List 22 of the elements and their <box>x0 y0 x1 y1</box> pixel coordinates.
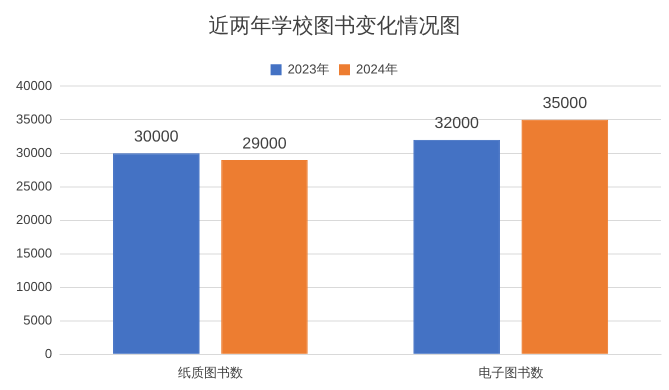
data-label: 32000 <box>434 115 480 132</box>
y-tick-label: 35000 <box>16 111 52 126</box>
chart-title: 近两年学校图书变化情况图 <box>208 14 460 38</box>
legend-label: 2023年 <box>288 61 330 76</box>
y-tick-label: 15000 <box>16 245 52 260</box>
y-tick-label: 20000 <box>16 212 52 227</box>
data-label: 35000 <box>542 95 588 112</box>
x-tick-label: 电子图书数 <box>478 364 544 380</box>
bar <box>522 120 608 354</box>
data-label: 30000 <box>134 128 179 146</box>
y-tick-label: 25000 <box>16 178 52 194</box>
y-tick-label: 10000 <box>16 278 52 294</box>
y-tick-label: 5000 <box>23 312 52 328</box>
y-tick-label: 0 <box>44 346 52 361</box>
bar <box>113 153 200 354</box>
y-tick-label: 30000 <box>16 144 52 160</box>
x-tick-label: 纸质图书数 <box>178 364 243 380</box>
y-tick-label: 40000 <box>16 78 52 93</box>
legend-label: 2024年 <box>356 61 398 76</box>
data-label: 29000 <box>242 135 287 152</box>
bar <box>221 160 308 354</box>
bar <box>413 140 500 354</box>
